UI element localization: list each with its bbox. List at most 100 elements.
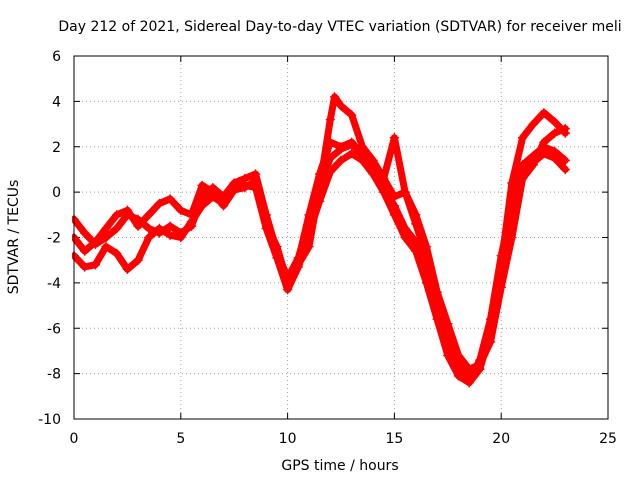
data-point — [261, 219, 271, 229]
data-point — [560, 128, 571, 138]
data-point — [218, 200, 229, 211]
data-point — [357, 142, 368, 152]
data-point — [208, 187, 218, 197]
data-point — [144, 232, 154, 243]
data-point — [464, 368, 474, 379]
data-point — [517, 173, 528, 184]
data-point — [368, 155, 378, 166]
data-point — [549, 153, 560, 163]
data-point — [528, 160, 538, 170]
data-point — [282, 278, 293, 288]
data-point — [507, 178, 517, 188]
y-tick-label: -4 — [47, 276, 61, 292]
data-point — [240, 182, 250, 193]
data-point — [485, 328, 496, 338]
chart-title: Day 212 of 2021, Sidereal Day-to-day VTE… — [58, 19, 621, 35]
data-point — [336, 155, 346, 166]
data-point — [133, 221, 143, 231]
y-tick-label: 6 — [52, 49, 61, 65]
data-point — [329, 92, 340, 102]
data-point — [111, 223, 122, 234]
data-point — [176, 205, 186, 216]
y-axis-label: SDTVAR / TECUs — [6, 180, 22, 295]
data-point — [165, 221, 175, 231]
data-point — [197, 180, 207, 191]
data-point — [79, 262, 90, 272]
data-point — [443, 350, 453, 361]
y-tick-label: -2 — [47, 231, 61, 247]
data-point — [507, 232, 517, 243]
data-point — [432, 296, 442, 306]
x-tick-label: 20 — [492, 431, 510, 447]
data-point — [400, 232, 410, 243]
y-tick-label: 4 — [52, 94, 61, 110]
data-point — [549, 128, 560, 138]
data-point — [421, 250, 432, 261]
data-point — [346, 137, 357, 147]
data-point — [411, 219, 421, 229]
data-point — [549, 117, 560, 127]
data-point — [336, 142, 346, 152]
data-point — [186, 210, 197, 220]
data-point — [539, 107, 549, 118]
data-point — [133, 255, 143, 265]
data-point — [154, 198, 165, 209]
data-point — [453, 371, 464, 381]
data-point — [325, 166, 336, 177]
data-point — [389, 210, 400, 220]
data-point — [346, 110, 357, 120]
data-point — [165, 194, 175, 204]
data-point — [197, 200, 207, 211]
y-tick-label: -8 — [47, 367, 61, 383]
data-point — [90, 237, 101, 247]
x-tick-label: 0 — [70, 431, 79, 447]
data-point — [378, 187, 389, 197]
data-point — [400, 187, 410, 197]
data-point — [336, 101, 346, 111]
series-layer — [72, 92, 571, 388]
x-tick-label: 15 — [385, 431, 403, 447]
data-point — [528, 119, 538, 129]
data-point — [79, 228, 90, 238]
tick-labels: 0 5 10 15 20 25 -10 -8 -6 -4 -2 0 2 4 6 — [38, 49, 617, 447]
data-point — [314, 182, 325, 193]
data-point — [229, 185, 239, 195]
data-point — [165, 230, 175, 240]
x-tick-label: 10 — [279, 431, 297, 447]
data-point — [144, 223, 154, 234]
data-point — [325, 114, 336, 125]
y-tick-label: 2 — [52, 140, 61, 156]
data-point — [144, 210, 154, 220]
data-point — [464, 377, 474, 388]
x-tick-label: 25 — [599, 431, 617, 447]
data-point — [411, 246, 421, 256]
data-point — [111, 248, 122, 259]
data-point — [389, 191, 400, 202]
data-point — [539, 137, 549, 147]
data-point — [496, 259, 506, 270]
data-point — [453, 355, 464, 365]
data-point — [517, 160, 528, 170]
data-point — [154, 223, 165, 234]
data-point — [101, 241, 111, 252]
data-point — [122, 205, 133, 216]
data-point — [293, 259, 304, 270]
data-point — [517, 132, 528, 143]
data-point — [389, 132, 400, 143]
data-point — [79, 246, 90, 256]
data-point — [378, 173, 389, 184]
data-point — [111, 210, 122, 220]
data-point — [560, 155, 571, 166]
data-point — [560, 164, 571, 175]
data-point — [443, 332, 453, 343]
data-point — [346, 148, 357, 159]
y-tick-label: -10 — [38, 412, 61, 428]
y-tick-label: -6 — [47, 321, 61, 337]
y-tick-label: 0 — [52, 185, 61, 201]
series-4 — [293, 92, 571, 379]
data-point — [176, 232, 186, 243]
data-point — [101, 223, 111, 234]
data-point — [304, 241, 314, 252]
data-point — [122, 264, 133, 275]
